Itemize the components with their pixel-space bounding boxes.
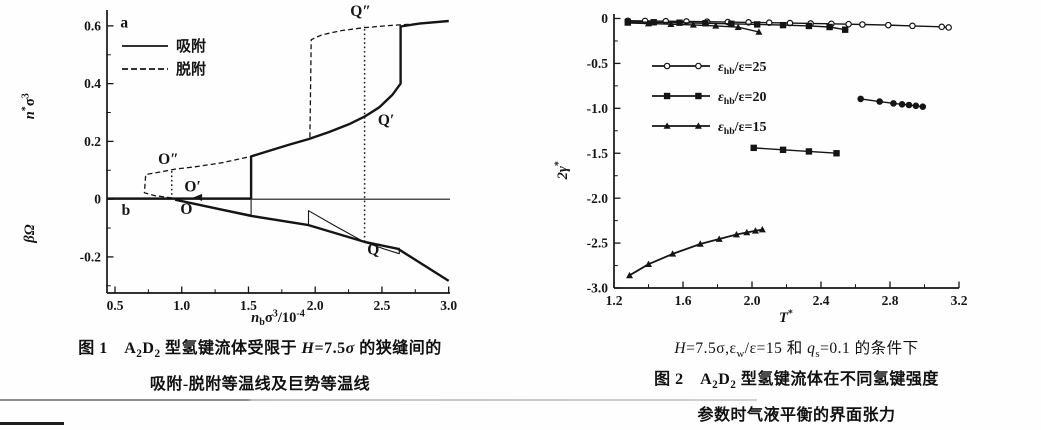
figure2: 1.2 1.6 2.0 2.4 2.8 3.2 0 -0.5 -1.0 -1.5 -2.0 -2.5 -…	[552, 2, 1041, 426]
svg-text:Q: Q	[367, 242, 379, 259]
svg-text:3.2: 3.2	[951, 293, 968, 308]
svg-text:a: a	[120, 14, 128, 31]
figure2-caption-line2: 参数时气液平衡的界面张力	[697, 407, 896, 425]
figure1-caption-line1: 图 1 A2D2 型氢键流体受限于 H=7.5σ 的狭缝间的	[78, 340, 442, 361]
svg-text:-0.2: -0.2	[80, 250, 102, 265]
svg-text:1.6: 1.6	[675, 293, 692, 308]
svg-text:εhb/ε=15: εhb/ε=15	[718, 120, 767, 137]
figure1: 0.5 1.0 1.5 2.0 2.5 3.0 0.6 0.4 0.2 0 -0.2 吸附脱附 a b O″…	[10, 2, 510, 395]
figure1-caption-line2: 吸附-脱附等温线及巨势等温线	[149, 376, 371, 394]
svg-text:T*: T*	[779, 308, 793, 326]
svg-text:βΩ: βΩ	[22, 224, 38, 243]
figure2-caption-line1: 图 2 A2D2 型氢键流体在不同氢键强度	[654, 371, 939, 392]
svg-text:1.5: 1.5	[240, 298, 257, 313]
svg-text:b: b	[122, 202, 131, 219]
svg-text:-2.5: -2.5	[587, 236, 609, 251]
svg-text:-3.0: -3.0	[587, 281, 609, 296]
svg-text:0.4: 0.4	[84, 76, 101, 91]
scan-artifact-rule	[0, 399, 757, 401]
svg-text:εhb/ε=20: εhb/ε=20	[718, 90, 767, 107]
svg-text:-0.5: -0.5	[587, 56, 609, 71]
svg-text:2.8: 2.8	[882, 293, 899, 308]
svg-text:Q″: Q″	[350, 3, 371, 20]
svg-text:O′: O′	[184, 178, 200, 195]
svg-text:吸附: 吸附	[176, 37, 206, 55]
svg-text:2.0: 2.0	[307, 298, 324, 313]
svg-text:1.2: 1.2	[606, 293, 623, 308]
svg-text:3.0: 3.0	[440, 298, 457, 313]
svg-text:0: 0	[94, 192, 101, 207]
svg-text:2γ*: 2γ*	[553, 161, 571, 180]
svg-text:0: 0	[601, 11, 608, 26]
svg-text:2.0: 2.0	[744, 293, 761, 308]
svg-text:n*σ3: n*σ3	[20, 93, 38, 119]
svg-text:nbσ3/10-4: nbσ3/10-4	[251, 308, 305, 328]
svg-text:1.0: 1.0	[173, 298, 190, 313]
svg-text:-2.0: -2.0	[587, 191, 609, 206]
svg-text:-1.0: -1.0	[587, 101, 609, 116]
svg-text:脱附: 脱附	[176, 60, 206, 78]
scan-artifact-corner-mark	[0, 422, 64, 425]
svg-text:2.4: 2.4	[813, 293, 830, 308]
svg-text:Q′: Q′	[378, 112, 394, 129]
svg-text:-1.5: -1.5	[587, 146, 609, 161]
svg-text:O: O	[180, 201, 192, 218]
svg-text:0.5: 0.5	[107, 298, 124, 313]
svg-text:0.2: 0.2	[84, 134, 101, 149]
figure2-condition-line: H=7.5σ,εw/ε=15 和 qs=0.1 的条件下	[674, 340, 919, 361]
svg-text:εhb/ε=25: εhb/ε=25	[718, 60, 767, 77]
svg-text:0.6: 0.6	[84, 18, 101, 33]
svg-text:O″: O″	[158, 151, 179, 168]
figure2-surface-tension-chart: 1.2 1.6 2.0 2.4 2.8 3.2 0 -0.5 -1.0 -1.5 -2.0 -2.5 -…	[553, 11, 968, 326]
svg-text:2.5: 2.5	[373, 298, 390, 313]
